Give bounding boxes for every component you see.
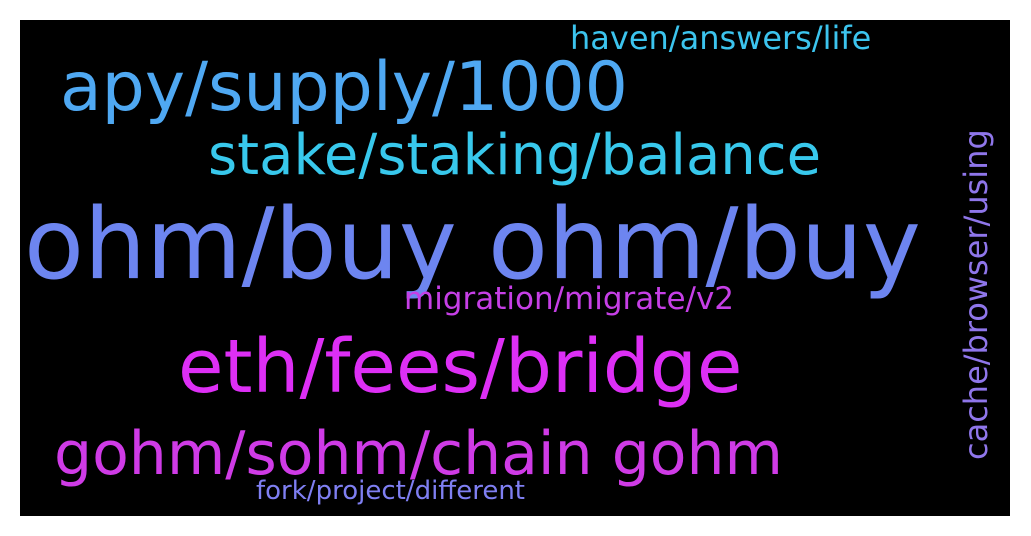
word-fork-project-different: fork/project/different: [256, 476, 525, 506]
word-eth-fees-bridge: eth/fees/bridge: [178, 324, 743, 410]
word-haven-answers-life: haven/answers/life: [570, 20, 872, 57]
word-ohm-buy: ohm/buy ohm/buy: [24, 188, 921, 302]
word-apy-supply-1000: apy/supply/1000: [60, 48, 628, 127]
word-gohm-sohm-chain-gohm: gohm/sohm/chain gohm: [54, 419, 783, 489]
word-cloud-canvas: haven/answers/life apy/supply/1000 stake…: [20, 20, 1010, 516]
word-migration-migrate-v2: migration/migrate/v2: [404, 281, 735, 317]
word-stake-staking-balance: stake/staking/balance: [208, 123, 822, 188]
word-cache-browser-using: cache/browser/using: [957, 129, 995, 460]
